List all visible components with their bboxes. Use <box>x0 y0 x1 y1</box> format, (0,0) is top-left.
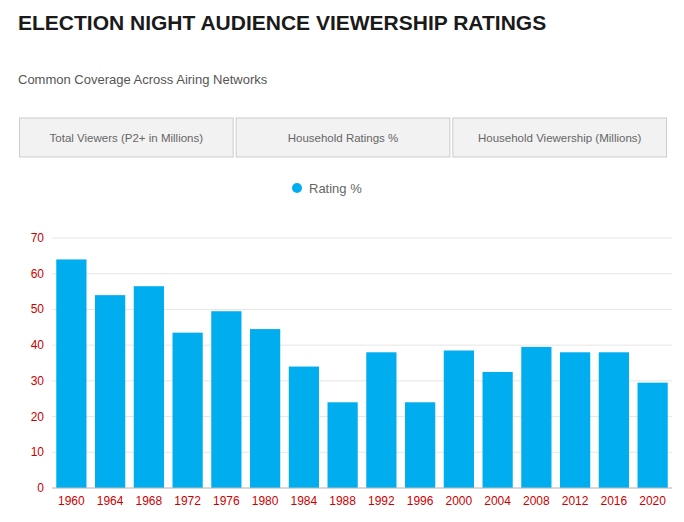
bar <box>405 402 435 488</box>
chart-container: ELECTION NIGHT AUDIENCE VIEWERSHIP RATIN… <box>0 0 684 522</box>
y-tick-label: 30 <box>31 374 45 388</box>
x-tick-label: 1968 <box>136 494 163 508</box>
bar <box>95 295 125 488</box>
legend-label: Rating % <box>309 181 362 196</box>
bar <box>211 311 241 488</box>
y-tick-label: 0 <box>37 481 44 495</box>
bar <box>56 259 86 488</box>
x-tick-label: 1992 <box>368 494 395 508</box>
bar <box>328 402 358 488</box>
subtitle: Common Coverage Across Airing Networks <box>18 72 268 87</box>
bar <box>521 347 551 488</box>
tab-label: Household Ratings % <box>288 132 399 144</box>
x-tick-label: 1972 <box>174 494 201 508</box>
bars <box>56 259 667 488</box>
x-tick-label: 2004 <box>484 494 511 508</box>
x-tick-label: 2020 <box>639 494 666 508</box>
tab-label: Household Viewership (Millions) <box>478 132 642 144</box>
legend: Rating % <box>292 181 362 196</box>
x-tick-label: 1984 <box>291 494 318 508</box>
grid <box>52 238 672 488</box>
x-tick-label: 1996 <box>407 494 434 508</box>
bar <box>560 352 590 488</box>
x-tick-label: 2012 <box>562 494 589 508</box>
x-tick-label: 2008 <box>523 494 550 508</box>
bar <box>250 329 280 488</box>
bar <box>134 286 164 488</box>
bar <box>599 352 629 488</box>
y-tick-label: 60 <box>31 267 45 281</box>
grid-line <box>52 488 672 489</box>
x-axis-line <box>52 488 672 489</box>
y-tick-label: 10 <box>31 445 45 459</box>
tab <box>453 118 667 157</box>
bar <box>366 352 396 488</box>
y-tick-label: 70 <box>31 231 45 245</box>
bar <box>444 351 474 489</box>
x-tick-label: 1988 <box>329 494 356 508</box>
tab <box>236 118 450 157</box>
bar <box>289 367 319 488</box>
x-tick-label: 1980 <box>252 494 279 508</box>
bar <box>483 372 513 488</box>
tab <box>20 118 234 157</box>
legend-marker <box>292 183 302 193</box>
y-tick-label: 50 <box>31 302 45 316</box>
x-tick-label: 1960 <box>58 494 85 508</box>
grid-line <box>52 238 672 239</box>
y-tick-label: 20 <box>31 410 45 424</box>
grid-line <box>52 273 672 274</box>
x-tick-label: 2016 <box>601 494 628 508</box>
chart-svg: ELECTION NIGHT AUDIENCE VIEWERSHIP RATIN… <box>0 0 684 522</box>
x-tick-label: 1964 <box>97 494 124 508</box>
y-tick-label: 40 <box>31 338 45 352</box>
x-tick-label: 1976 <box>213 494 240 508</box>
x-tick-label: 2000 <box>446 494 473 508</box>
title: ELECTION NIGHT AUDIENCE VIEWERSHIP RATIN… <box>18 11 546 34</box>
bar <box>173 333 203 488</box>
bar <box>638 383 668 488</box>
tab-label: Total Viewers (P2+ in Millions) <box>50 132 204 144</box>
